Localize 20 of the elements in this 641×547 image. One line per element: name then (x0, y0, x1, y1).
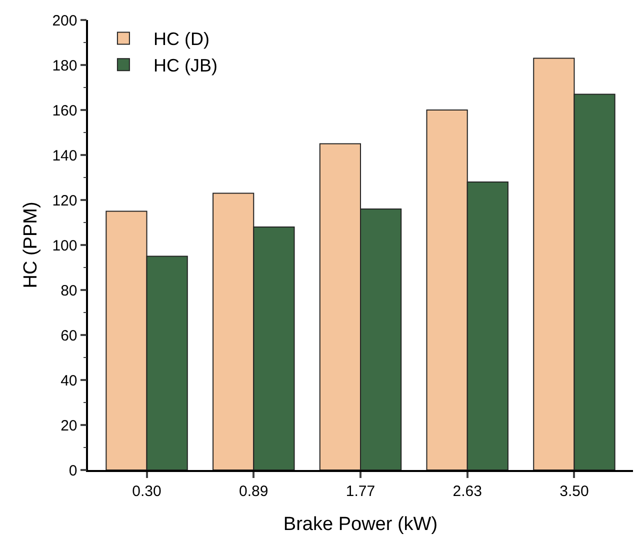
x-tick-label: 3.50 (560, 482, 589, 500)
y-axis-title: HC (PPM) (20, 202, 42, 288)
x-tick-label: 1.77 (346, 482, 376, 500)
x-axis-title: Brake Power (kW) (283, 514, 438, 536)
x-tick-label: 0.89 (239, 482, 268, 500)
y-tick-label: 80 (60, 282, 78, 300)
y-tick-label: 20 (60, 417, 78, 434)
y-tick-label: 60 (60, 327, 78, 344)
y-tick-label: 0 (68, 462, 78, 480)
legend-label: HC (D) (153, 29, 210, 50)
y-tick-label: 140 (52, 147, 78, 164)
y-tick-label: 180 (52, 57, 78, 74)
x-tick-label: 0.30 (132, 482, 162, 500)
legend-label: HC (JB) (153, 56, 218, 76)
y-tick-label: 120 (52, 192, 78, 210)
x-tick-label: 2.63 (452, 482, 482, 500)
y-tick-label: 160 (52, 102, 78, 120)
y-tick-label: 200 (52, 12, 78, 30)
y-tick-label: 100 (52, 237, 78, 254)
y-tick-label: 40 (60, 372, 78, 390)
